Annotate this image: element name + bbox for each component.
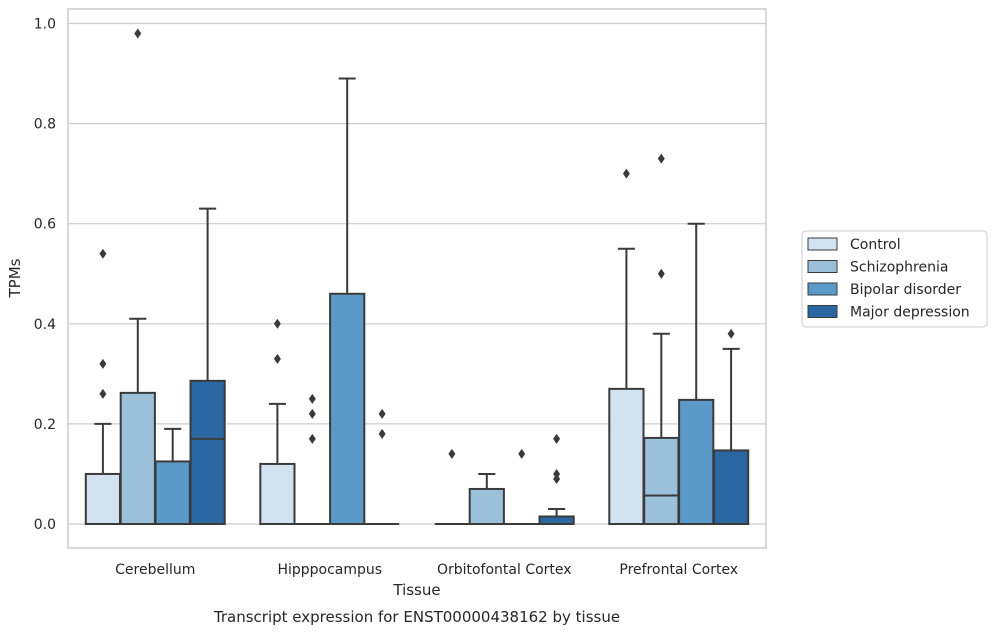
- box-0-1: [119, 28, 156, 525]
- box-1-2: [329, 77, 366, 525]
- outlier-point: [378, 428, 386, 439]
- legend-swatch: [807, 260, 838, 273]
- outlier-point: [273, 353, 281, 364]
- box-2-2: [504, 448, 539, 525]
- box-body: [608, 387, 645, 525]
- box-body: [329, 292, 366, 525]
- outlier-point: [99, 388, 107, 399]
- box-2-1: [468, 472, 505, 525]
- x-axis-label: Tissue: [392, 581, 440, 599]
- box-1-3: [364, 408, 400, 525]
- box-2-3: [538, 433, 575, 525]
- plot-area-frame: [67, 8, 767, 549]
- legend-swatch: [807, 237, 838, 251]
- y-tick-label: 0.6: [34, 217, 56, 233]
- box-0-0: [84, 248, 122, 526]
- outlier-point: [518, 448, 526, 459]
- y-tick-label: 0.4: [34, 317, 56, 333]
- outlier-point: [657, 268, 665, 279]
- outlier-point: [553, 468, 561, 479]
- box-1-1: [295, 393, 330, 525]
- legend-label: Bipolar disorder: [850, 282, 961, 298]
- outlier-point: [308, 393, 316, 404]
- outlier-point: [657, 153, 665, 164]
- box-0-2: [154, 427, 191, 525]
- outlier-point: [308, 433, 316, 444]
- outlier-point: [99, 358, 107, 369]
- box-2-0: [434, 448, 470, 525]
- y-tick-label: 0.0: [34, 517, 56, 533]
- box-3-3: [712, 328, 750, 526]
- box-body: [259, 462, 296, 526]
- outlier-point: [308, 408, 316, 419]
- box-body: [712, 449, 750, 526]
- box-body: [154, 460, 191, 525]
- y-axis-ticks: 0.0 0.2 0.4 0.6 0.8 1.0: [34, 17, 56, 534]
- outlier-point: [727, 328, 735, 339]
- box-3-2: [678, 222, 715, 526]
- outlier-point: [273, 318, 281, 329]
- box-body: [119, 391, 156, 525]
- box-3-0: [608, 168, 645, 525]
- legend-swatch: [807, 305, 838, 318]
- box-body: [84, 472, 122, 526]
- y-axis-label: TPMs: [6, 258, 24, 298]
- x-tick-label: Cerebellum: [115, 562, 195, 578]
- legend: Control Schizophrenia Bipolar disorder Majo…: [801, 230, 988, 328]
- box-0-3: [189, 207, 226, 525]
- legend-label: Schizophrenia: [850, 260, 948, 276]
- y-tick-label: 0.8: [34, 117, 56, 133]
- box-body: [468, 487, 505, 525]
- box-body: [538, 515, 575, 525]
- box-body: [189, 379, 226, 525]
- x-axis-ticks: Cerebellum Hipppocampus Orbitofontal Corte…: [115, 562, 738, 578]
- box-1-0: [259, 318, 296, 526]
- box-body: [643, 436, 680, 525]
- box-plot-marks: [84, 28, 750, 526]
- box-3-1: [643, 153, 680, 525]
- chart-caption: Transcript expression for ENST0000043816…: [213, 608, 620, 626]
- y-tick-label: 0.2: [34, 417, 56, 433]
- x-tick-label: Hipppocampus: [277, 562, 382, 578]
- outlier-point: [553, 433, 561, 444]
- legend-label: Control: [850, 237, 901, 253]
- legend-swatch: [807, 282, 838, 296]
- outlier-point: [134, 28, 142, 39]
- outlier-point: [553, 473, 561, 484]
- outlier-point: [99, 248, 107, 259]
- legend-label: Major depression: [850, 305, 970, 321]
- x-tick-label: Orbitofontal Cortex: [437, 562, 572, 578]
- y-tick-label: 1.0: [34, 17, 56, 33]
- outlier-point: [622, 168, 630, 179]
- outlier-point: [448, 448, 456, 459]
- outlier-point: [378, 408, 386, 419]
- x-tick-label: Prefrontal Cortex: [619, 562, 738, 578]
- box-body: [678, 398, 715, 526]
- legend-frame: [801, 230, 988, 328]
